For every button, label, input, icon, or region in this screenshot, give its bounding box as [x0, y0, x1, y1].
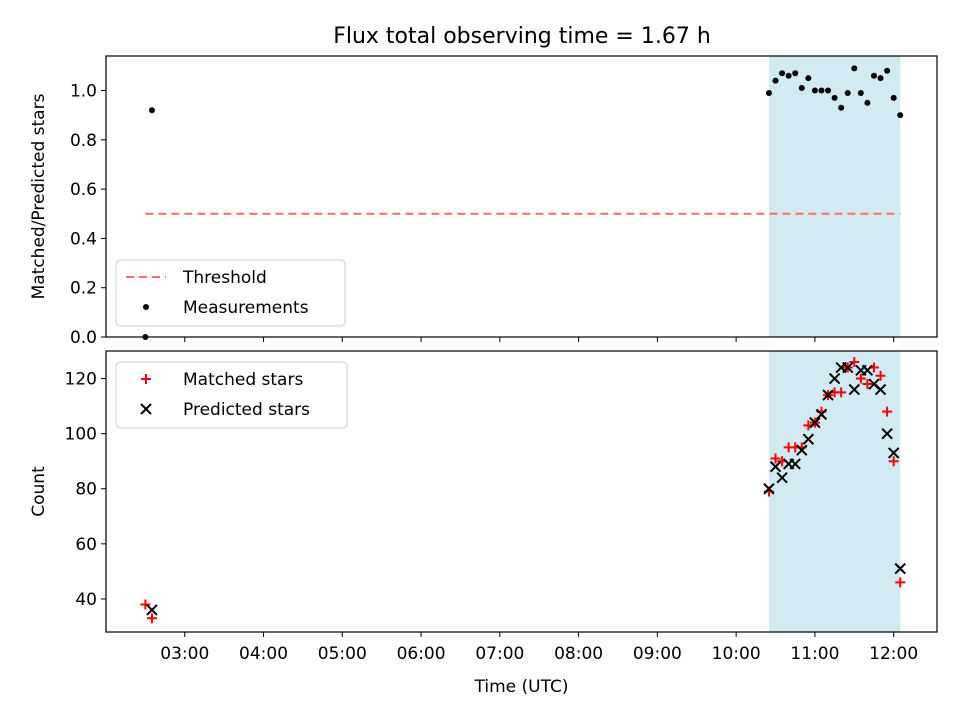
y-axis-label: Matched/Predicted stars	[29, 93, 49, 299]
predicted-star-point	[809, 416, 821, 429]
y-tick-label: 100	[65, 425, 97, 445]
predicted-star-point	[822, 389, 834, 401]
legend-measurement-swatch	[143, 304, 149, 310]
measurement-point	[811, 87, 818, 94]
matched-star-point	[770, 453, 781, 464]
legend-box	[115, 259, 346, 327]
legend: Matched stars Predicted stars	[115, 361, 348, 429]
x-tick-label: 12:00	[869, 644, 918, 664]
shaded-observing-window	[768, 56, 901, 337]
legend: Threshold Measurements	[115, 259, 346, 327]
matched-star-point	[836, 387, 847, 398]
predicted-star-point	[146, 604, 158, 616]
measurement-point	[148, 107, 155, 114]
y-tick-label: 0.2	[70, 279, 97, 299]
legend-label: Threshold	[182, 268, 267, 288]
matched-star-point	[875, 370, 886, 381]
matched-star-point	[895, 577, 906, 588]
measurement-point	[818, 87, 825, 94]
legend-label: Matched stars	[183, 370, 303, 390]
legend-matched-swatch	[141, 374, 151, 384]
matched-star-point	[855, 373, 866, 384]
predicted-star-point	[828, 372, 841, 385]
panel-2: 40 60 80 100 120 03:00 04:00 05:00 06:00 07:00 08:…	[29, 350, 938, 697]
matched-star-point	[146, 613, 157, 624]
legend-predicted-swatch	[140, 403, 152, 415]
legend-box	[115, 361, 348, 429]
matched-star-point	[849, 357, 860, 368]
predicted-star-point	[848, 383, 861, 396]
y-tick-label: 0.8	[70, 131, 97, 151]
measurement-point	[838, 104, 845, 111]
measurement-point	[870, 72, 877, 79]
y-axis-label: Count	[29, 466, 49, 517]
measurement-point	[825, 87, 832, 94]
x-tick-label: 05:00	[318, 644, 367, 664]
x-tick-label: 06:00	[397, 644, 446, 664]
y-tick-label: 80	[75, 480, 97, 500]
x-tick-label: 07:00	[475, 644, 524, 664]
legend-label: Predicted stars	[183, 400, 310, 420]
legend-label: Measurements	[183, 298, 309, 318]
measurement-point	[857, 89, 864, 96]
measurement-point	[798, 85, 805, 92]
measurement-point	[877, 75, 884, 82]
measurement-point	[897, 112, 904, 119]
measurement-point	[765, 89, 772, 96]
predicted-star-point	[861, 364, 874, 376]
panel-1: 0.0 0.2 0.4 0.6 0.8 1.0 Matched/Predicted star…	[29, 55, 938, 348]
measurement-point	[844, 89, 851, 96]
measurement-point	[785, 72, 792, 79]
predicted-star-point	[776, 472, 788, 484]
measurement-point	[851, 65, 858, 72]
matched-star-point	[888, 456, 899, 467]
y-tick-label: 0.6	[70, 180, 97, 200]
y-tick-label: 0.0	[70, 328, 97, 348]
predicted-star-point	[802, 433, 815, 445]
y-tick-label: 60	[75, 535, 97, 555]
measurement-point	[890, 94, 897, 101]
y-tick-label: 0.4	[70, 229, 97, 249]
measurement-point	[772, 77, 779, 84]
x-tick-label: 11:00	[790, 644, 839, 664]
measurement-point	[805, 75, 812, 82]
x-tick-label: 10:00	[712, 644, 761, 664]
y-tick-label: 120	[65, 370, 97, 390]
y-tick-label: 40	[75, 590, 97, 610]
axes-frame	[105, 350, 938, 633]
matched-star-point	[862, 379, 873, 390]
predicted-star-point	[842, 361, 854, 374]
predicted-star-point	[789, 458, 801, 470]
predicted-star-point	[881, 427, 893, 440]
x-tick-label: 08:00	[554, 644, 603, 664]
figure-title: Flux total observing time = 1.67 h	[333, 24, 711, 49]
x-axis-label: Time (UTC)	[474, 677, 569, 697]
predicted-star-point	[769, 460, 782, 473]
measurement-point	[792, 70, 799, 77]
axes-frame	[105, 55, 938, 338]
predicted-star-point	[874, 383, 887, 396]
measurement-point	[831, 94, 838, 101]
x-tick-label: 03:00	[160, 644, 209, 664]
predicted-star-point	[894, 562, 906, 575]
y-tick-label: 1.0	[70, 82, 97, 102]
predicted-star-point	[815, 408, 828, 421]
x-tick-label: 04:00	[239, 644, 288, 664]
shaded-observing-window	[768, 351, 901, 632]
measurement-point	[884, 67, 891, 74]
predicted-star-point	[887, 447, 900, 459]
x-tick-label: 09:00	[633, 644, 682, 664]
measurement-point	[864, 99, 871, 106]
measurement-point	[779, 70, 786, 77]
matched-star-point	[140, 599, 151, 610]
predicted-star-point	[796, 444, 808, 456]
predicted-star-point	[763, 483, 775, 495]
matched-star-point	[882, 406, 893, 417]
